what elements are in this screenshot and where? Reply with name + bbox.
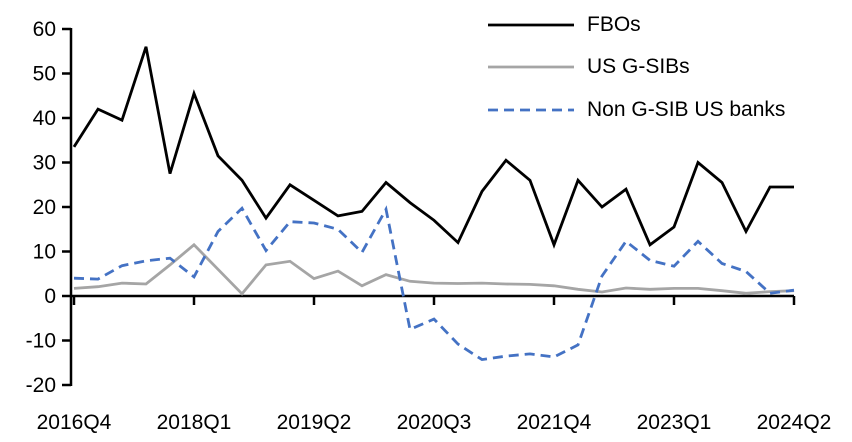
legend-label-non-gsib: Non G-SIB US banks — [587, 98, 786, 121]
y-axis-tick-label: -10 — [26, 330, 56, 353]
x-axis-tick-label: 2024Q2 — [757, 411, 832, 434]
x-axis-tick-label: 2023Q1 — [637, 411, 712, 434]
y-axis-tick-label: -20 — [26, 374, 56, 397]
y-axis-tick-label: 20 — [33, 196, 56, 219]
legend-item-us-gsibs: US G-SIBs — [487, 55, 690, 79]
legend-item-non-gsib: Non G-SIB US banks — [487, 98, 785, 122]
y-axis-tick-label: 50 — [33, 63, 56, 86]
legend-line-us-gsibs-icon — [488, 65, 574, 69]
series-line-non-g-sib-us-banks — [73, 205, 795, 362]
series-line-us-g-sibs — [73, 242, 795, 296]
y-axis-tick-label: 40 — [33, 107, 56, 130]
series-line-fbos — [72, 46, 794, 249]
legend-label-us-gsibs: US G-SIBs — [587, 55, 690, 78]
legend-label-fbos: FBOs — [587, 13, 641, 36]
legend-item-fbos: FBOs — [487, 13, 641, 37]
y-axis-tick-label: 30 — [33, 152, 56, 175]
y-axis-tick-label: 0 — [44, 285, 56, 308]
legend-line-non-gsib-icon — [488, 108, 574, 112]
x-axis-tick-label: 2016Q4 — [37, 411, 112, 434]
x-axis-tick-label: 2020Q3 — [397, 411, 472, 434]
y-axis-tick-label: 60 — [33, 18, 56, 41]
y-axis-tick-label: 10 — [33, 241, 56, 264]
x-axis-tick-label: 2021Q4 — [517, 411, 592, 434]
x-axis-tick-label: 2019Q2 — [277, 411, 352, 434]
legend-line-fbos-icon — [488, 23, 574, 27]
x-axis-tick-label: 2018Q1 — [157, 411, 232, 434]
